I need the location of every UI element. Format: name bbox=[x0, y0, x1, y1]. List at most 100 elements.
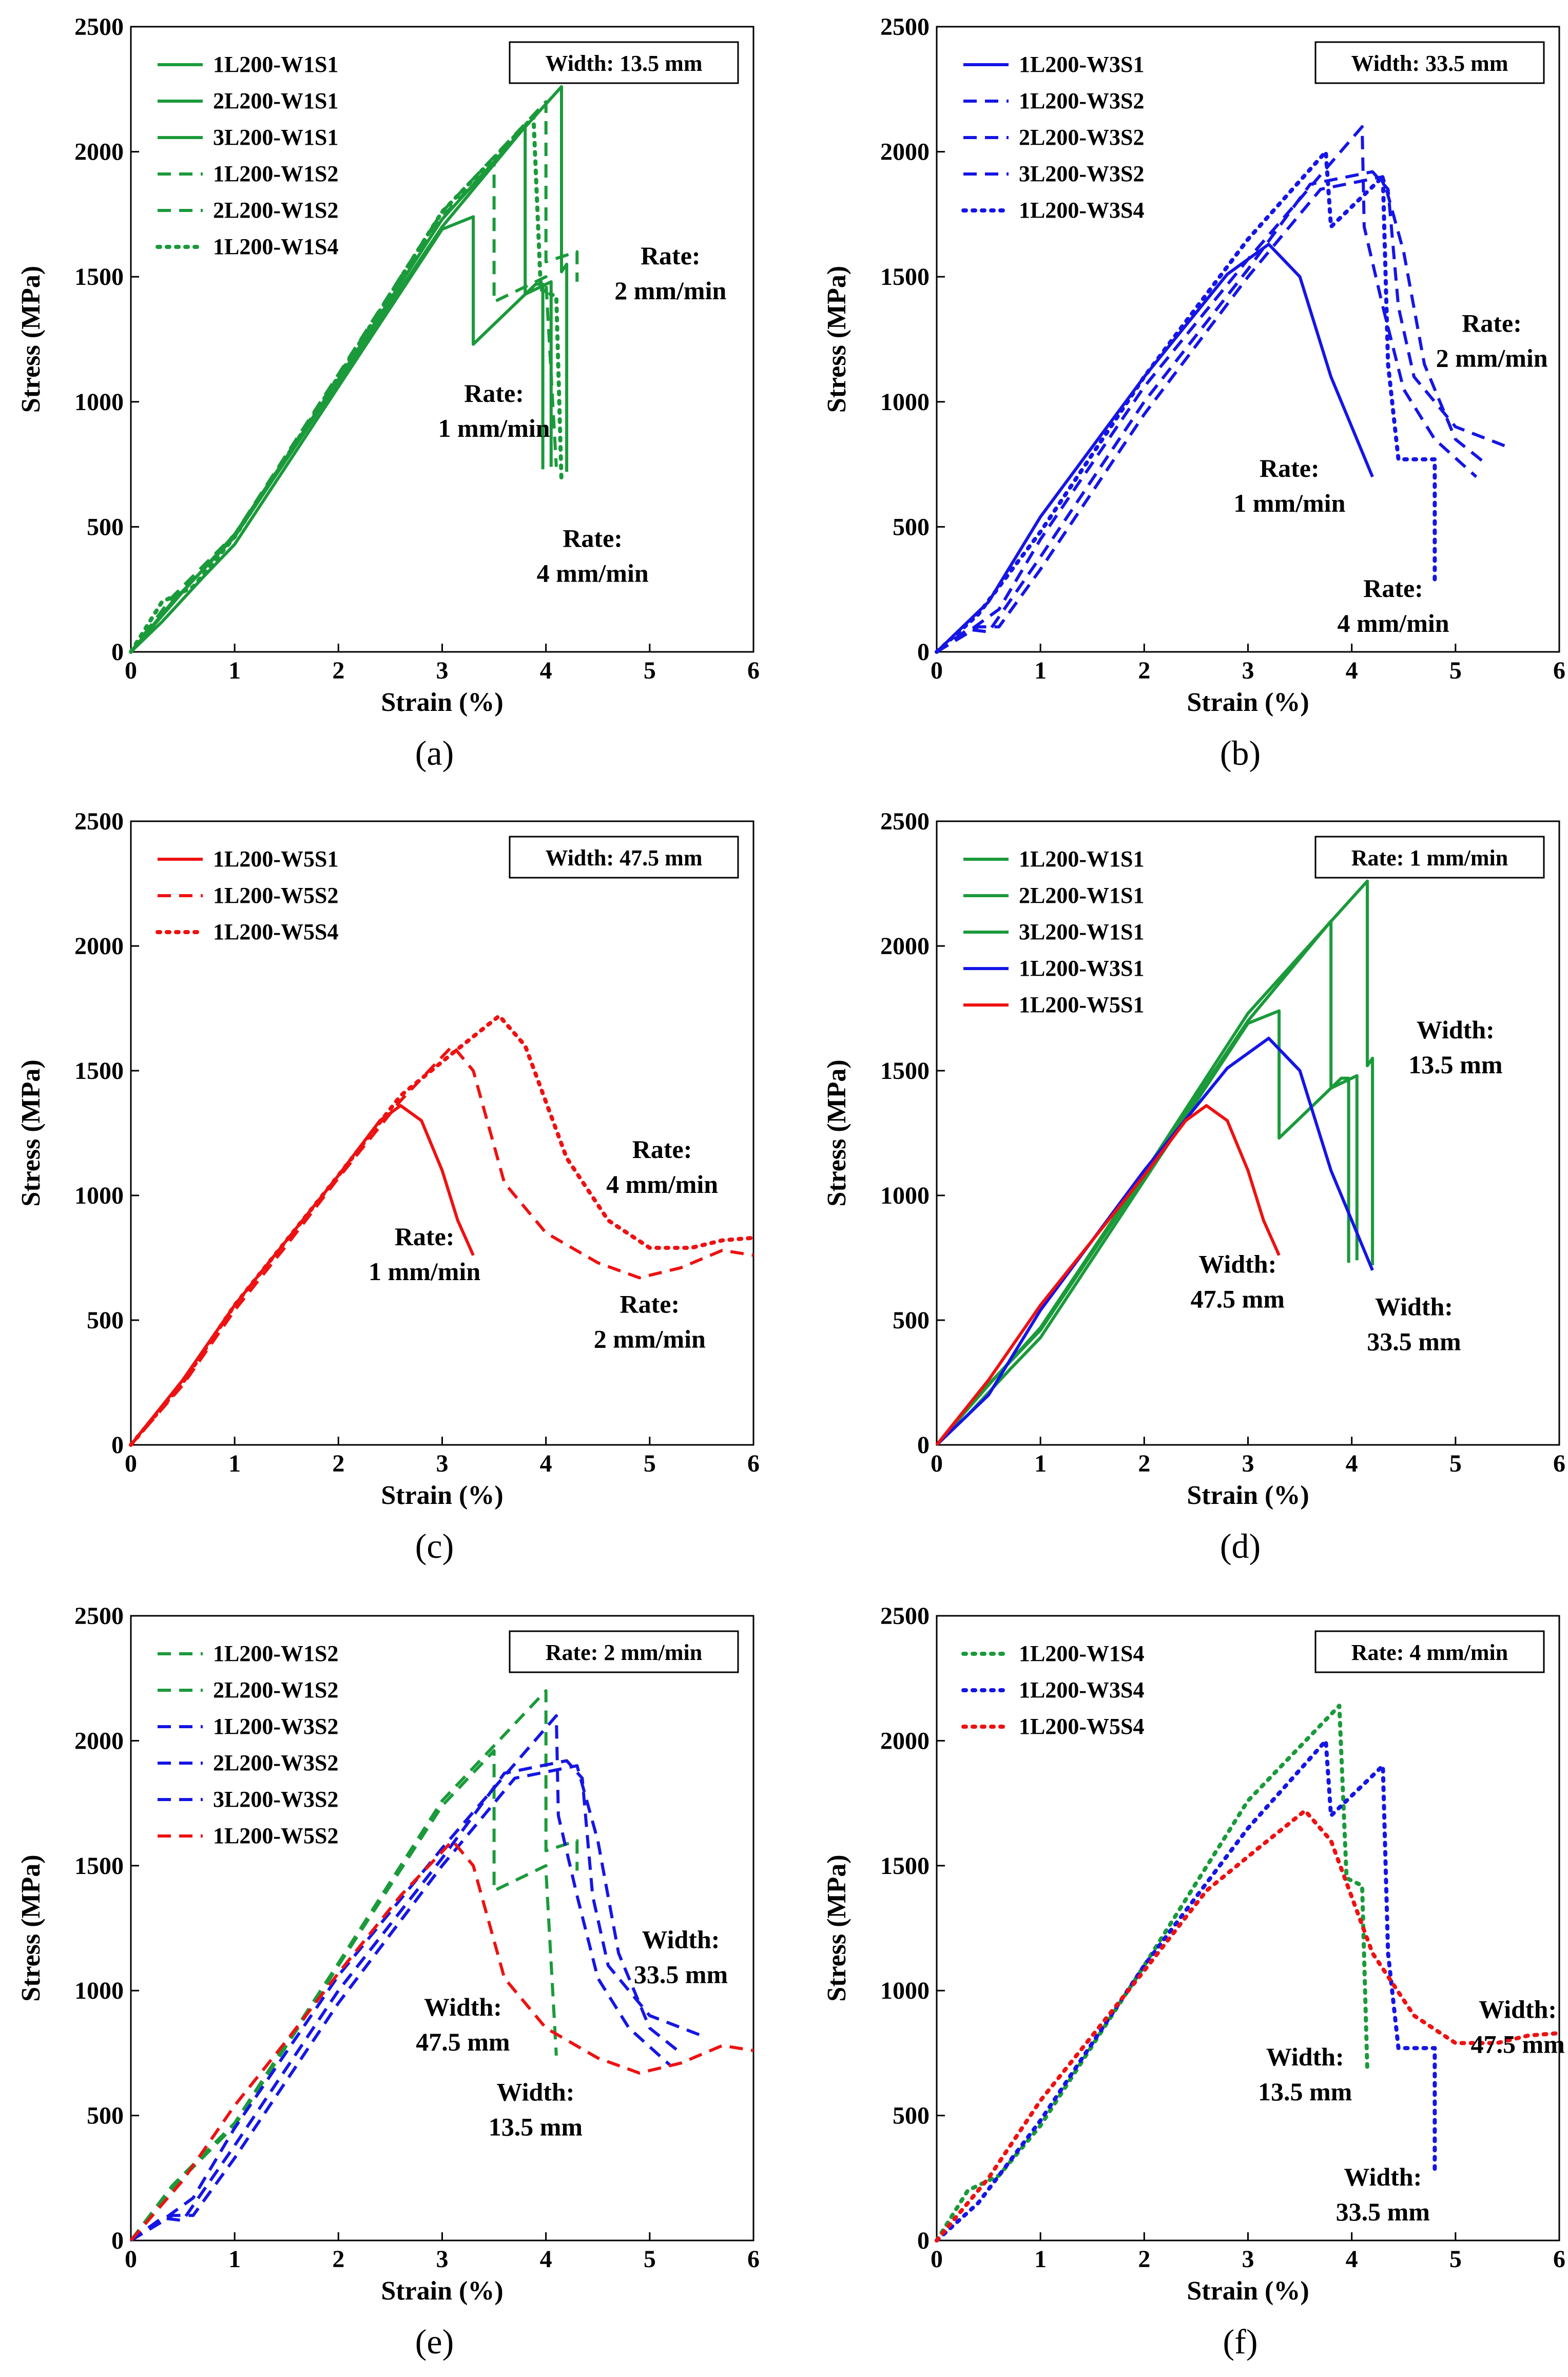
legend-entry: 1L200-W1S2 bbox=[213, 161, 338, 186]
y-tick-label: 0 bbox=[111, 1432, 124, 1459]
legend-entry: 1L200-W3S4 bbox=[1019, 1677, 1144, 1703]
legend-entry: 1L200-W5S4 bbox=[1019, 1714, 1144, 1739]
series-line-1l200-w5s2 bbox=[129, 1044, 754, 1446]
y-tick-label: 0 bbox=[111, 639, 124, 666]
x-tick-label: 2 bbox=[1138, 1450, 1150, 1477]
series-line-3l200-w1s1 bbox=[129, 85, 569, 653]
x-tick-label: 4 bbox=[1346, 1450, 1358, 1477]
x-tick-label: 0 bbox=[931, 657, 943, 684]
annotation-label: Width: 33.5 mm bbox=[1336, 2162, 1430, 2226]
y-tick-label: 1000 bbox=[880, 1977, 930, 2004]
chart-panel-3: 0 1 2 3 4 5 6 0 500 1000 1500 2000 2500 Strain (%) Str… bbox=[16, 808, 760, 1566]
annotation-line: Width: bbox=[1417, 1015, 1495, 1044]
legend-entry: 1L200-W3S1 bbox=[1019, 52, 1144, 77]
y-tick-label: 2500 bbox=[74, 13, 124, 41]
x-tick-label: 4 bbox=[540, 2246, 552, 2273]
x-tick-label: 0 bbox=[125, 657, 137, 684]
annotation-label: Rate: 4 mm/min bbox=[537, 524, 649, 587]
annotation-label: Width: 33.5 mm bbox=[1367, 1292, 1461, 1356]
legend-entry: 1L200-W5S4 bbox=[213, 919, 338, 944]
annotation-line: 4 mm/min bbox=[1338, 609, 1449, 637]
legend-entry: 2L200-W1S2 bbox=[213, 1677, 338, 1703]
y-tick-label: 0 bbox=[917, 2227, 930, 2254]
annotation-line: 2 mm/min bbox=[594, 1324, 706, 1353]
annotation-line: Width: bbox=[1375, 1292, 1453, 1321]
legend-entry: 2L200-W1S1 bbox=[1019, 883, 1144, 908]
x-tick-label: 3 bbox=[1242, 2246, 1254, 2273]
annotation-line: 2 mm/min bbox=[1436, 343, 1548, 372]
annotation-label: Width: 47.5 mm bbox=[416, 1993, 510, 2056]
x-tick-label: 5 bbox=[644, 657, 656, 684]
annotation-line: Width: bbox=[424, 1993, 502, 2021]
y-tick-label: 2500 bbox=[880, 1602, 930, 1630]
x-axis-label: Strain (%) bbox=[1187, 2276, 1309, 2306]
panel-label: (e) bbox=[415, 2322, 454, 2361]
info-box bbox=[1314, 1630, 1545, 1673]
x-tick-label: 3 bbox=[1242, 657, 1254, 684]
x-tick-label: 1 bbox=[228, 657, 241, 684]
annotation-label: Width: 13.5 mm bbox=[1408, 1015, 1502, 1079]
series-line-3l200-w3s2 bbox=[130, 1764, 682, 2242]
x-tick-label: 1 bbox=[1034, 2246, 1047, 2273]
y-tick-label: 1000 bbox=[74, 1977, 124, 2004]
annotation-line: 1 mm/min bbox=[1233, 489, 1345, 517]
annotation-line: 13.5 mm bbox=[489, 2112, 583, 2141]
series-line-1l200-w3s4 bbox=[935, 1738, 1437, 2243]
legend-entry: 3L200-W1S1 bbox=[1019, 919, 1144, 944]
info-box-label: Width: 13.5 mm bbox=[546, 51, 703, 76]
annotation-line: Rate: bbox=[620, 1289, 680, 1318]
y-tick-label: 1500 bbox=[880, 263, 930, 291]
y-axis-label: Stress (MPa) bbox=[16, 1059, 46, 1206]
x-axis-label: Strain (%) bbox=[1187, 688, 1309, 717]
x-tick-label: 4 bbox=[540, 657, 552, 684]
y-tick-label: 0 bbox=[111, 2227, 124, 2254]
y-tick-label: 1500 bbox=[880, 1057, 930, 1085]
chart-panel-5: 0 1 2 3 4 5 6 0 500 1000 1500 2000 2500 Strain (%) Str… bbox=[16, 1602, 760, 2361]
y-tick-label: 1000 bbox=[880, 389, 930, 416]
series-line-1l200-w3s1 bbox=[935, 242, 1374, 653]
x-tick-label: 3 bbox=[436, 2246, 449, 2273]
annotation-label: Rate: 2 mm/min bbox=[614, 241, 726, 305]
x-tick-label: 2 bbox=[332, 657, 344, 684]
x-tick-label: 5 bbox=[644, 1450, 656, 1477]
annotation-line: Rate: bbox=[1260, 454, 1320, 482]
info-box bbox=[509, 1630, 739, 1673]
info-box bbox=[509, 836, 739, 879]
legend-entry: 1L200-W1S1 bbox=[1019, 846, 1144, 872]
x-axis-label: Strain (%) bbox=[381, 2276, 503, 2306]
legend-entry: 1L200-W1S1 bbox=[213, 52, 338, 77]
legend-entry: 1L200-W5S1 bbox=[213, 846, 338, 872]
x-tick-label: 6 bbox=[747, 2246, 760, 2273]
info-box bbox=[1314, 836, 1545, 879]
annotation-label: Rate: 1 mm/min bbox=[438, 379, 550, 442]
y-tick-label: 2500 bbox=[74, 808, 124, 835]
legend-entry: 1L200-W3S2 bbox=[1019, 88, 1144, 113]
x-tick-label: 6 bbox=[1553, 1450, 1565, 1477]
annotation-line: 13.5 mm bbox=[1258, 2077, 1352, 2106]
y-tick-label: 1000 bbox=[74, 389, 124, 416]
annotation-line: Width: bbox=[1479, 1995, 1557, 2024]
x-tick-label: 2 bbox=[1138, 657, 1150, 684]
y-tick-label: 1500 bbox=[74, 1057, 124, 1085]
x-tick-label: 4 bbox=[540, 1450, 552, 1477]
annotation-line: Rate: bbox=[464, 379, 524, 408]
annotation-line: Width: bbox=[642, 1925, 720, 1954]
annotation-line: Rate: bbox=[395, 1222, 455, 1251]
y-tick-label: 1500 bbox=[880, 1852, 930, 1880]
annotation-label: Rate: 1 mm/min bbox=[369, 1222, 480, 1286]
annotation-label: Width: 47.5 mm bbox=[1191, 1250, 1285, 1313]
panel-label: (a) bbox=[415, 733, 454, 772]
info-box-label: Rate: 4 mm/min bbox=[1351, 1640, 1508, 1665]
legend-entry: 1L200-W3S4 bbox=[1019, 198, 1144, 223]
chart-panel-4: 0 1 2 3 4 5 6 0 500 1000 1500 2000 2500 Strain (%) Str… bbox=[822, 808, 1565, 1566]
chart-panel-1: 0 1 2 3 4 5 6 0 500 1000 1500 2000 2500 Strain (%) Str… bbox=[16, 13, 760, 772]
y-tick-label: 500 bbox=[893, 513, 930, 540]
y-tick-label: 2000 bbox=[74, 1727, 124, 1754]
legend-entry: 2L200-W3S2 bbox=[1019, 125, 1144, 150]
x-tick-label: 0 bbox=[931, 2246, 943, 2273]
y-tick-label: 1500 bbox=[74, 263, 124, 291]
annotation-label: Rate: 2 mm/min bbox=[594, 1289, 706, 1353]
plot-frame bbox=[130, 26, 754, 653]
y-axis-label: Stress (MPa) bbox=[16, 266, 46, 413]
annotation-line: 4 mm/min bbox=[606, 1170, 718, 1199]
